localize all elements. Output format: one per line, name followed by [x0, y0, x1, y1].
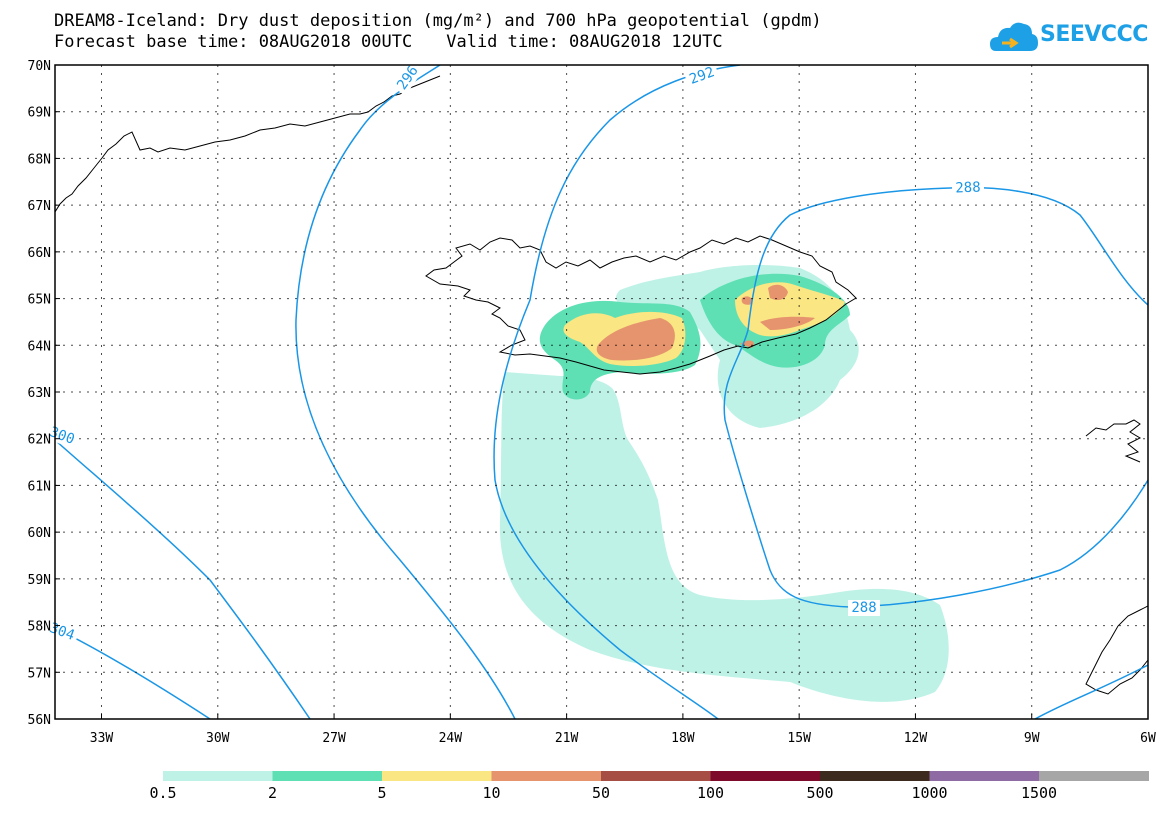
lon-label: 24W: [439, 731, 463, 746]
lat-label: 64N: [28, 339, 51, 354]
contour-label-bg: [44, 423, 80, 449]
valid-time: Valid time: 08AUG2018 12UTC: [446, 32, 723, 52]
faroe-coastline: [1085, 419, 1142, 463]
lon-label: 18W: [671, 731, 695, 746]
contour-label-bg: [684, 63, 720, 89]
legend-swatch: [710, 771, 821, 781]
legend-swatch: [1039, 771, 1149, 781]
legend-swatch: [272, 771, 383, 781]
logo-text: SEEVCCC: [1040, 22, 1148, 47]
contour-label: 292: [687, 64, 716, 88]
lat-label: 57N: [28, 666, 51, 681]
legend-label: 500: [806, 784, 834, 802]
cloud-icon: [990, 22, 1038, 51]
lat-label: 58N: [28, 620, 51, 635]
legend-swatch: [163, 771, 273, 781]
lat-label: 69N: [28, 106, 51, 121]
contour-304: [55, 627, 211, 719]
grid: [55, 65, 1148, 719]
dust-region-10: [596, 318, 675, 361]
time-info: Forecast base time: 08AUG2018 00UTC Valid…: [54, 33, 723, 51]
legend-swatch: [382, 771, 492, 781]
lat-label: 67N: [28, 199, 51, 214]
legend-swatch: [929, 771, 1040, 781]
lat-label: 68N: [28, 152, 51, 167]
contour-label: 300: [47, 424, 76, 448]
dust-region-10-east2: [760, 316, 815, 330]
lat-label: 66N: [28, 246, 51, 261]
legend-label: 1500: [1020, 784, 1058, 802]
legend-label: 10: [482, 784, 501, 802]
contour-label: 288: [851, 600, 876, 616]
contour-label-bg: [44, 619, 80, 645]
contour-label-bg: [951, 179, 985, 197]
base-time: Forecast base time: 08AUG2018 00UTC: [54, 32, 413, 52]
lat-label: 63N: [28, 386, 51, 401]
lon-label: 6W: [1140, 731, 1156, 746]
legend-colorbar: [163, 771, 1149, 781]
lat-label: 61N: [28, 479, 51, 494]
contour-label: 288: [955, 180, 981, 197]
legend-label: 100: [696, 784, 725, 802]
legend-label: 2: [267, 784, 278, 802]
lon-label: 9W: [1024, 731, 1040, 746]
lon-label: 33W: [90, 731, 114, 746]
legend-swatch: [491, 771, 602, 781]
legend-label: 1000: [911, 784, 948, 802]
contour-300: [55, 439, 311, 719]
legend-swatch: [601, 771, 711, 781]
lat-label: 65N: [28, 293, 51, 308]
iceland-coastline: [425, 235, 857, 375]
scotland-coastline: [1085, 605, 1148, 695]
legend-label: 50: [591, 784, 611, 802]
contour-292: [493, 65, 741, 719]
lon-label: 12W: [904, 731, 928, 746]
contour-se: [1034, 664, 1148, 719]
lat-label: 59N: [28, 573, 51, 588]
map-title: DREAM8-Iceland: Dry dust deposition (mg/…: [54, 11, 822, 31]
contour-296: [295, 65, 516, 719]
lon-label: 27W: [322, 731, 346, 746]
lat-label: 62N: [28, 433, 51, 448]
lat-label: 60N: [28, 526, 51, 541]
lat-label: 56N: [28, 713, 51, 728]
contour-label-bg: [848, 600, 880, 616]
legend-label: 0.5: [149, 784, 177, 802]
lon-label: 21W: [555, 731, 579, 746]
legend-swatch: [820, 771, 930, 781]
lat-label: 70N: [28, 59, 51, 74]
contour-288: [723, 186, 1148, 608]
contour-label: 304: [47, 620, 76, 644]
dust-region-10-east: [768, 284, 788, 300]
contour-label-bg: [392, 60, 424, 96]
lon-label: 30W: [206, 731, 230, 746]
lon-label: 15W: [787, 731, 811, 746]
legend-label: 5: [377, 784, 387, 802]
dust-region-0.5: [499, 372, 949, 702]
greenland-coastline: [55, 75, 441, 213]
